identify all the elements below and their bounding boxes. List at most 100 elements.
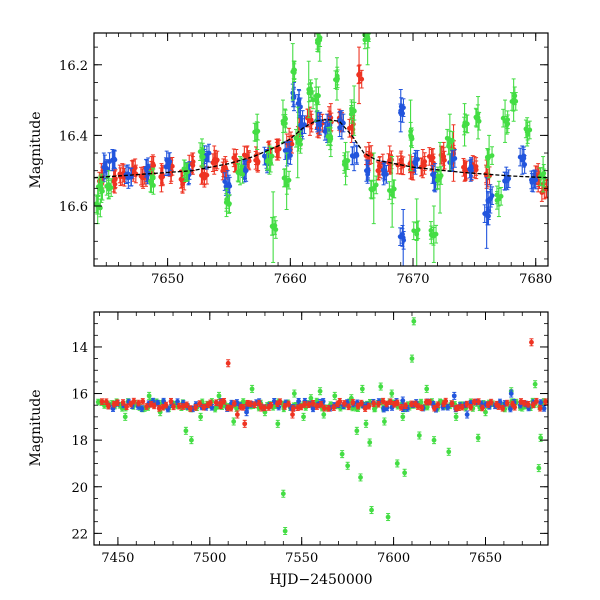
bottom-data-point: [291, 389, 297, 398]
bottom-data-point: [275, 419, 281, 428]
bottom-data-point: [306, 401, 312, 409]
bottom-data-point: [384, 400, 389, 408]
top-panel: 7650 7660 7670 7680 16.2 16.4 16.6 Magnitude: [28, 32, 552, 287]
top-data-point: [223, 193, 229, 212]
bottom-data-point: [411, 317, 417, 326]
bottom-data-point: [228, 404, 234, 412]
top-data-point: [467, 159, 472, 179]
top-data-point: [128, 167, 134, 187]
top-data-point: [365, 159, 371, 179]
top-data-point: [232, 153, 238, 173]
bottom-data-point: [197, 400, 203, 407]
top-data-point: [254, 121, 260, 140]
top-data-point: [298, 135, 303, 154]
top-data-point: [236, 163, 241, 183]
top-data-point: [383, 164, 389, 184]
top-x-tick-label: 7650: [151, 272, 184, 287]
top-data-point: [541, 163, 547, 183]
top-data-point: [489, 146, 495, 165]
bottom-data-point: [409, 400, 414, 408]
top-data-point: [190, 152, 196, 172]
bottom-data-point: [249, 384, 255, 393]
bottom-data-point: [131, 397, 137, 405]
top-data-point: [337, 111, 343, 130]
bottom-data-point: [536, 464, 542, 473]
bottom-data-point: [183, 426, 189, 435]
top-x-tick-label: 7670: [396, 272, 429, 287]
bottom-data-point: [378, 382, 384, 391]
bottom-data-point: [176, 402, 182, 410]
bottom-data-point: [532, 380, 538, 389]
bottom-data-point: [424, 384, 430, 393]
bottom-data-point: [359, 384, 365, 393]
bottom-data-point: [189, 436, 194, 445]
bottom-data-point: [468, 403, 474, 411]
bottom-data-point: [534, 397, 539, 405]
bottom-data-point: [280, 489, 286, 498]
bottom-data-point: [451, 391, 457, 400]
bottom-x-tick-label: 7650: [469, 551, 502, 566]
bottom-y-tick-label: 16: [71, 388, 88, 403]
bottom-data-point: [225, 359, 231, 368]
bottom-data-point: [446, 447, 452, 456]
bottom-data-point: [496, 403, 502, 410]
bottom-data-point: [339, 450, 345, 459]
top-data-point: [412, 152, 418, 172]
bottom-data-point: [277, 398, 283, 405]
bottom-data-point: [321, 404, 327, 412]
top-data-point: [432, 171, 438, 191]
top-data-point: [299, 118, 305, 137]
top-data-point: [512, 86, 518, 106]
top-model-curve: [94, 118, 548, 179]
top-x-tick-label: 7660: [274, 272, 307, 287]
bottom-data-point: [369, 506, 374, 515]
top-data-point: [181, 159, 187, 179]
bottom-data-point: [358, 473, 363, 482]
top-data-point: [488, 188, 494, 208]
bottom-data-point: [140, 398, 146, 405]
top-panel-frame: [93, 32, 549, 267]
top-data-point: [335, 69, 340, 89]
bottom-data-point: [512, 403, 518, 411]
top-data-point: [386, 181, 392, 200]
top-data-point: [485, 148, 491, 168]
top-data-point: [435, 171, 441, 190]
bottom-data-point: [146, 391, 152, 400]
bottom-data-point: [508, 389, 514, 398]
bottom-data-point: [180, 403, 186, 410]
top-data-point: [310, 90, 316, 110]
bottom-data-point: [394, 459, 400, 468]
top-data-point: [314, 33, 320, 50]
top-y-tick-label: 16.4: [59, 129, 88, 144]
top-data-point: [210, 153, 216, 173]
top-data-point: [433, 224, 439, 244]
bottom-data-point: [476, 398, 482, 405]
top-data-point: [322, 122, 328, 141]
top-data-point: [354, 146, 360, 165]
bottom-data-point: [244, 408, 249, 417]
top-data-point: [291, 63, 297, 82]
bottom-data-point: [302, 401, 308, 408]
top-data-point: [447, 130, 453, 150]
bottom-x-tick-label: 7550: [285, 551, 318, 566]
bottom-data-point: [427, 398, 433, 406]
bottom-data-point: [314, 403, 320, 410]
bottom-data-point: [371, 400, 377, 408]
top-data-point: [111, 169, 117, 189]
bottom-data-point: [331, 404, 337, 411]
bottom-data-point: [350, 398, 356, 406]
bottom-data-point: [268, 401, 274, 409]
bottom-data-point: [240, 404, 246, 411]
bottom-data-point: [345, 461, 351, 470]
top-data-point: [474, 108, 479, 128]
bottom-data-point: [252, 401, 258, 409]
bottom-data-point: [398, 404, 404, 411]
bottom-data-point: [479, 404, 485, 412]
bottom-data-point: [144, 403, 150, 410]
bottom-data-point: [193, 404, 198, 411]
top-data-point: [98, 180, 104, 200]
bottom-data-point: [354, 426, 360, 435]
bottom-data-point: [521, 399, 527, 407]
top-x-tick-label: 7680: [519, 272, 552, 287]
bottom-data-point: [355, 402, 361, 410]
